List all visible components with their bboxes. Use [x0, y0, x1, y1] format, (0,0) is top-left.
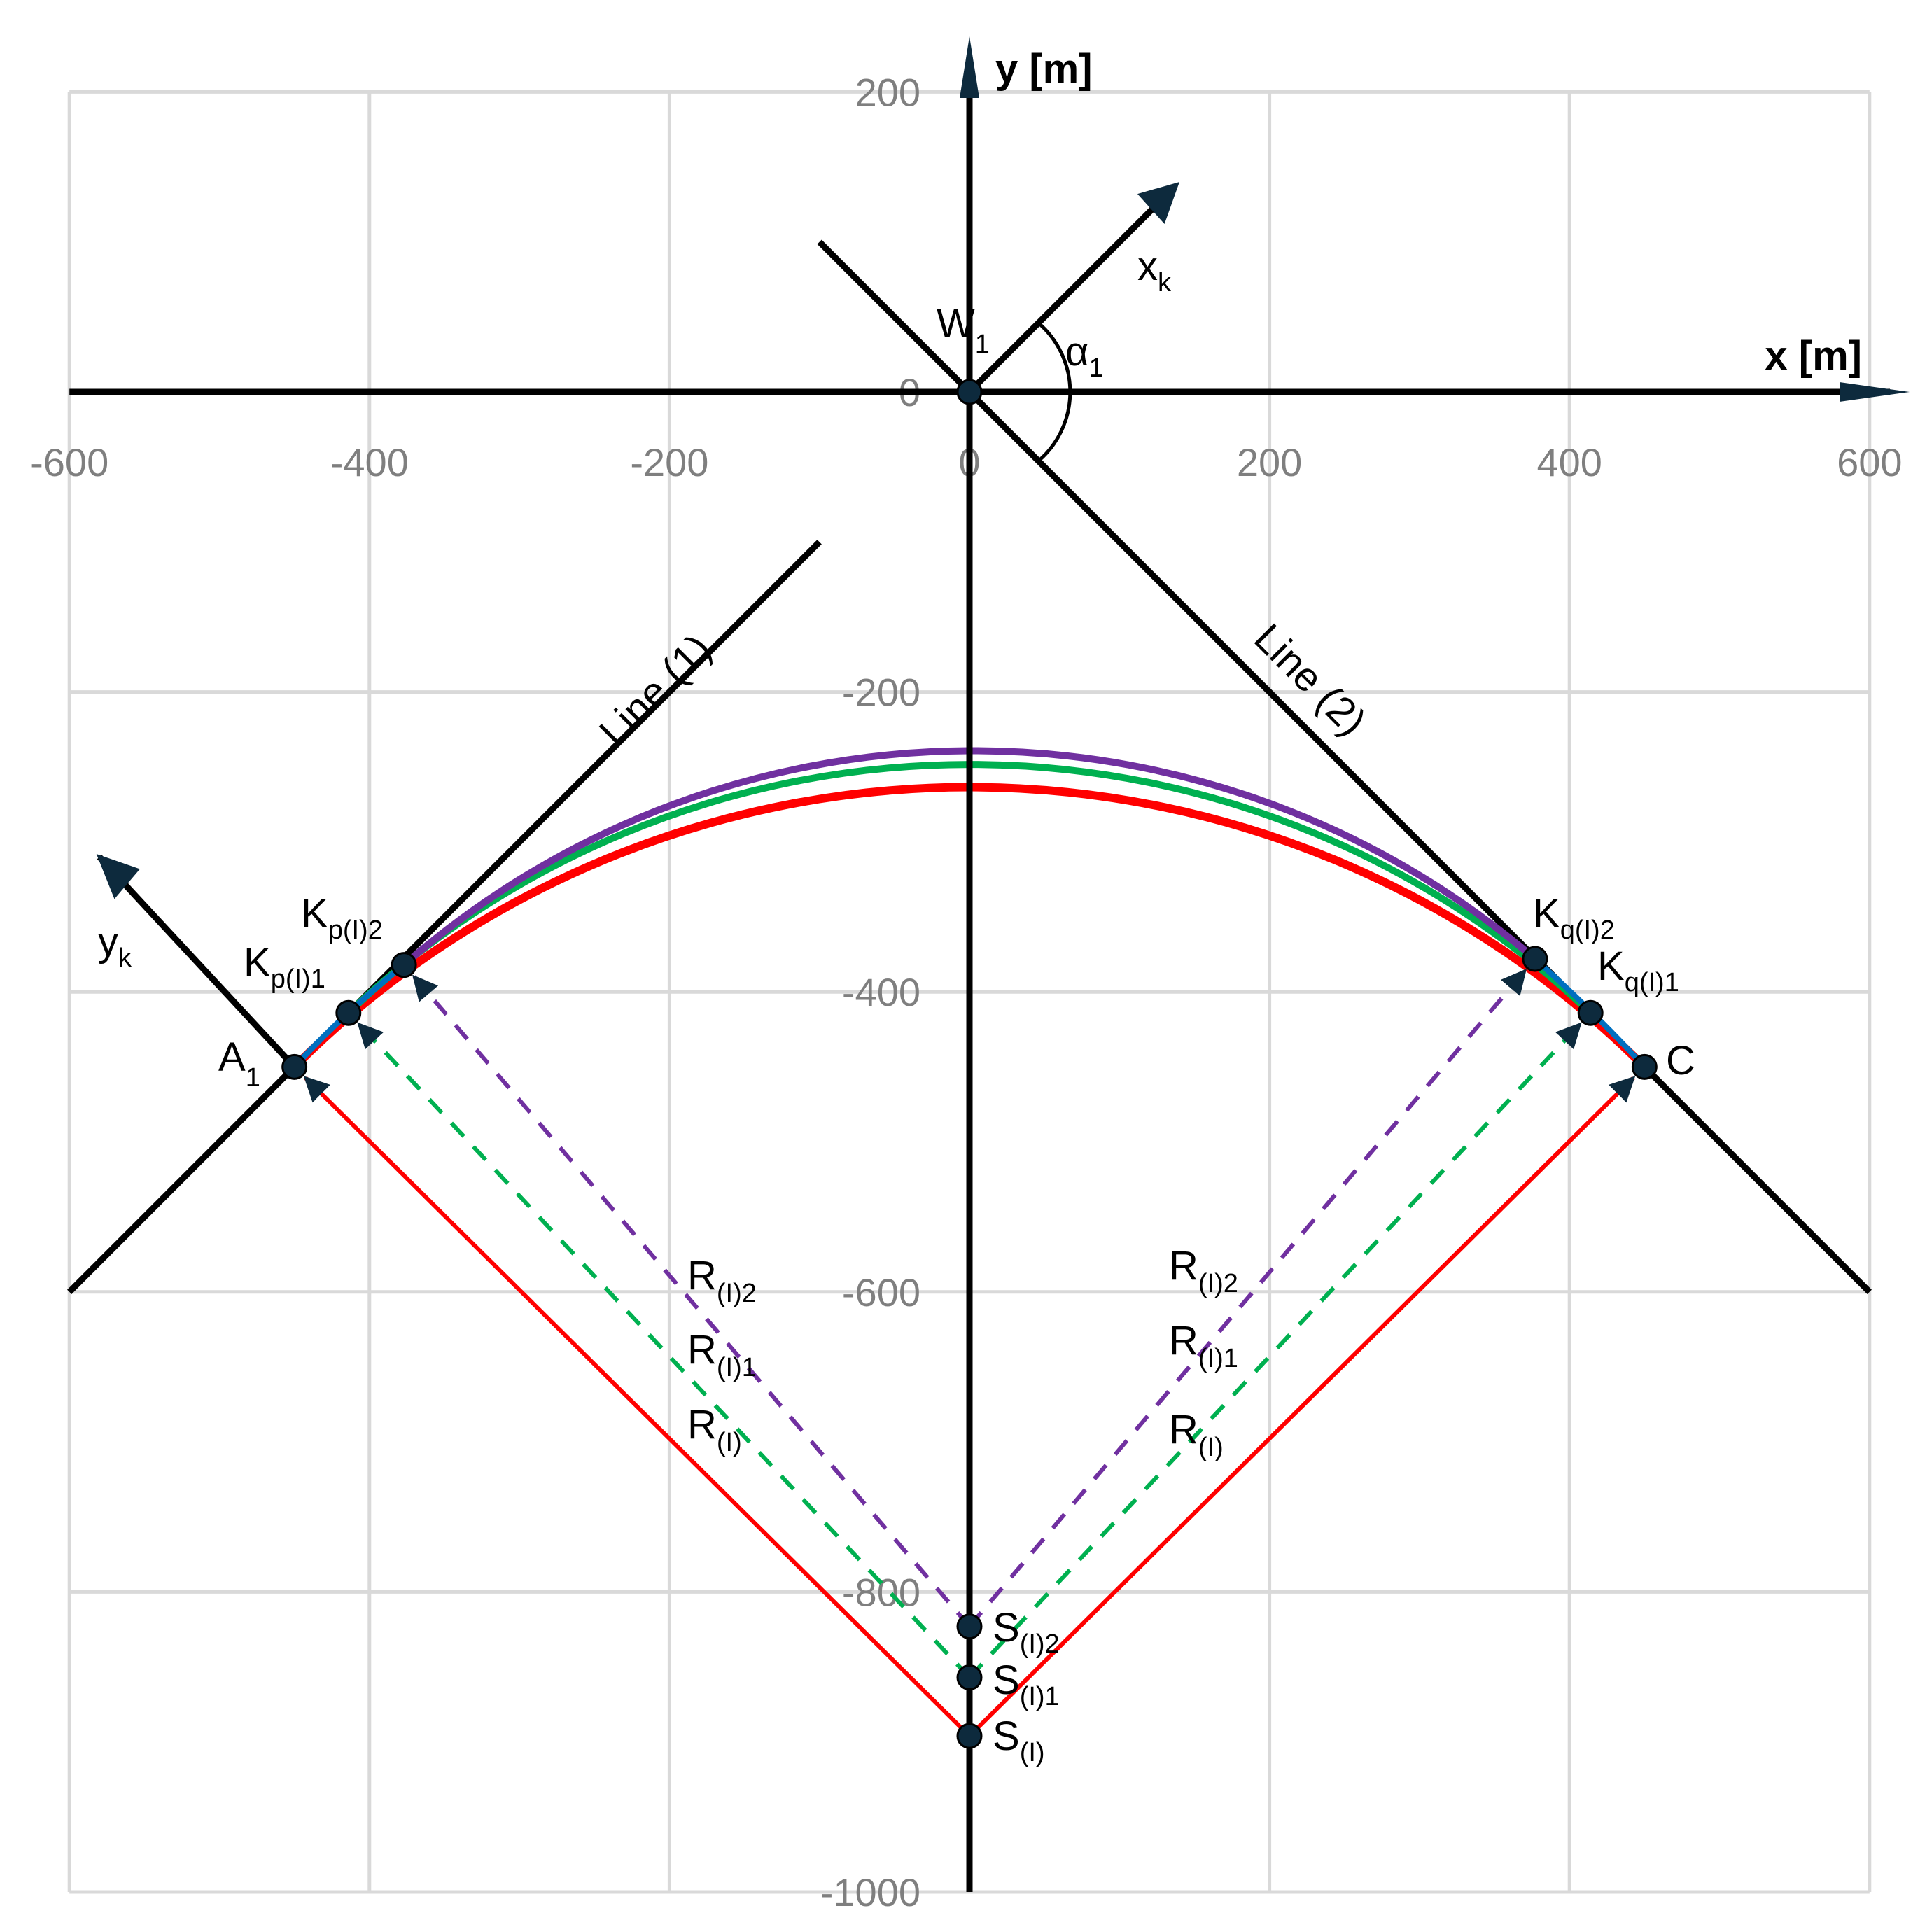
angle-arc [1037, 321, 1072, 463]
radius-lines [303, 969, 1636, 1738]
label-s1: S(I)1 [993, 1657, 1060, 1711]
radius-line [967, 1076, 1636, 1738]
radius-label: R(I)2 [1169, 1243, 1238, 1298]
x-tick-label: -400 [330, 440, 409, 484]
radius-line [967, 969, 1527, 1628]
radius-line [967, 1022, 1582, 1679]
y-tick-label: -200 [842, 671, 920, 715]
label-yk: yk [98, 919, 132, 973]
main-axes [69, 36, 1910, 1892]
x-tick-label: -200 [630, 440, 708, 484]
point-s2 [956, 1613, 983, 1640]
x-axis-arrow-icon [1840, 382, 1910, 402]
y-tick-label: -1000 [820, 1870, 920, 1914]
point-s [956, 1723, 983, 1749]
radius-label: R(I)1 [1169, 1318, 1238, 1373]
point-kp1 [335, 999, 362, 1026]
xk-axis-line [967, 200, 1161, 395]
radius-label: R(I)2 [687, 1253, 757, 1308]
label-c: C [1666, 1038, 1695, 1083]
label-s: S(I) [993, 1713, 1045, 1767]
radius-line [412, 974, 972, 1628]
y-tick-label: 200 [855, 70, 920, 114]
point-kq1 [1577, 999, 1604, 1026]
label-kq2: Kq(I)2 [1533, 891, 1615, 945]
radius-label: R(I)1 [687, 1327, 757, 1382]
x-tick-label: 400 [1536, 440, 1602, 484]
point-kq2 [1522, 946, 1548, 972]
labels: W1 A1 C Kp(I)1Kp(I)2 Kq(I)1Kq(I)2 S(I)S(I)1S(… [98, 46, 1862, 1767]
line-2-label: Line (2) [1245, 615, 1375, 745]
point-c [1631, 1053, 1658, 1080]
radius-line [303, 1076, 972, 1738]
radius-label: R(I) [1169, 1407, 1224, 1462]
tick-labels: -600-400-20002004006002000-200-400-600-8… [30, 70, 1902, 1914]
point-w1 [956, 379, 983, 405]
y-tick-label: -600 [842, 1270, 920, 1314]
label-a1: A1 [218, 1034, 260, 1093]
points [281, 379, 1658, 1749]
x-tick-label: 200 [1237, 440, 1302, 484]
label-kp2: Kp(I)2 [301, 891, 383, 945]
y-axis-title: y [m] [995, 46, 1093, 92]
x-tick-label: 600 [1837, 440, 1902, 484]
yk-arrow-icon [96, 854, 140, 899]
radius-line [357, 1022, 972, 1679]
label-w1: W1 [937, 301, 990, 359]
label-kp1: Kp(I)1 [244, 940, 326, 994]
point-s1 [956, 1664, 983, 1691]
label-alpha1: α1 [1065, 329, 1104, 383]
label-xk: xk [1138, 244, 1172, 297]
x-axis-title: x [m] [1765, 333, 1862, 379]
point-a1 [281, 1053, 308, 1080]
line-2 [817, 239, 1872, 1294]
yk-axis-line [97, 855, 297, 1069]
xk-arrow-icon [1138, 181, 1180, 224]
line-1 [67, 540, 822, 1294]
label-kq1: Kq(I)1 [1597, 944, 1679, 997]
x-tick-label: -600 [30, 440, 108, 484]
road-lines [67, 181, 1872, 1294]
label-s2: S(I)2 [993, 1605, 1060, 1659]
y-axis-arrow-icon [960, 36, 979, 98]
y-tick-label: -400 [842, 970, 920, 1014]
radius-label: R(I) [687, 1402, 742, 1457]
point-kp2 [391, 952, 417, 978]
y-tick-label: -800 [842, 1570, 920, 1614]
